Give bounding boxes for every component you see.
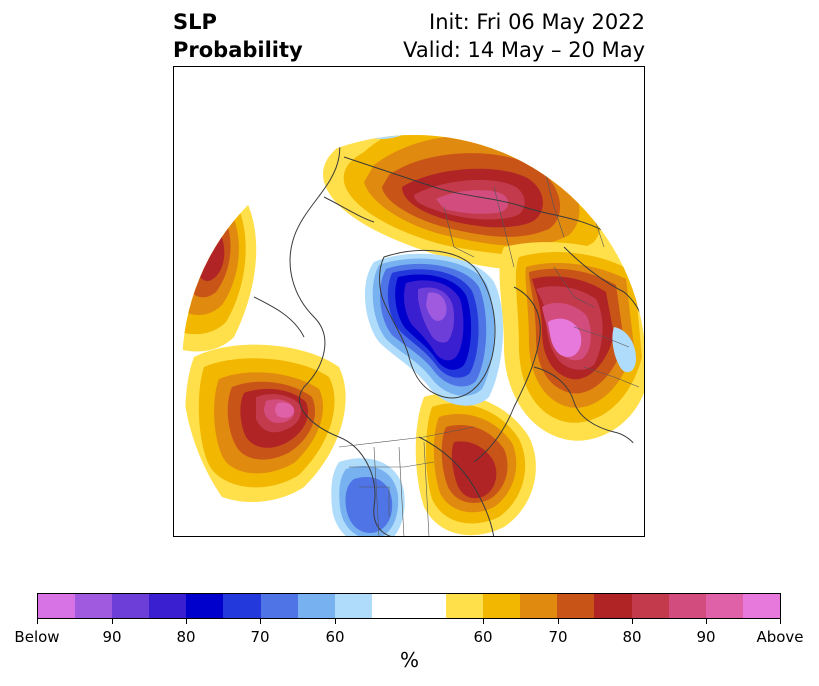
colorbar-swatch — [483, 594, 521, 618]
colorbar-swatch — [557, 594, 595, 618]
above-normal-north-atlantic — [499, 242, 644, 441]
chart-title: SLP Probability — [173, 8, 303, 64]
colorbar-tick-label: Below — [14, 628, 60, 646]
colorbar-tick-label: 70 — [250, 628, 270, 646]
below-normal-europe-east — [612, 327, 636, 373]
colorbar-tick — [186, 619, 187, 624]
colorbar-tick-label: 90 — [696, 628, 716, 646]
colorbar-swatch — [75, 594, 113, 618]
title-variable: SLP — [173, 10, 217, 34]
colorbar-ticks: Below 90 80 70 60 60 70 80 90 Above — [0, 619, 819, 649]
colorbar-tick-label: 70 — [548, 628, 568, 646]
colorbar-tick — [483, 619, 484, 624]
colorbar-swatch — [520, 594, 558, 618]
colorbar-swatch — [371, 594, 409, 618]
colorbar-tick — [706, 619, 707, 624]
init-date: Init: Fri 06 May 2022 — [429, 10, 645, 34]
chart-dates: Init: Fri 06 May 2022 Valid: 14 May – 20… — [403, 8, 645, 64]
colorbar-swatch — [112, 594, 150, 618]
colorbar-swatch — [186, 594, 224, 618]
colorbar-tick-label: 80 — [176, 628, 196, 646]
colorbar-tick-label: Above — [756, 628, 804, 646]
colorbar-tick — [260, 619, 261, 624]
colorbar-tick — [780, 619, 781, 624]
colorbar-tick-label: 90 — [102, 628, 122, 646]
colorbar-swatch — [594, 594, 632, 618]
above-normal-gulf-of-alaska — [185, 344, 346, 502]
colorbar-tick — [558, 619, 559, 624]
colorbar-swatch — [446, 594, 484, 618]
colorbar-tick-label: 60 — [473, 628, 493, 646]
colorbar-swatch — [149, 594, 187, 618]
colorbar-tick — [335, 619, 336, 624]
colorbar-unit: % — [399, 648, 419, 672]
colorbar-swatch — [223, 594, 261, 618]
colorbar-swatch — [742, 594, 780, 618]
colorbar-tick — [112, 619, 113, 624]
probability-map — [173, 66, 645, 537]
map-svg — [182, 135, 644, 536]
colorbar-swatch — [334, 594, 372, 618]
colorbar-swatch — [631, 594, 669, 618]
below-normal-greenland-arctic — [364, 253, 504, 406]
title-type: Probability — [173, 38, 303, 62]
colorbar-tick — [632, 619, 633, 624]
colorbar-swatch — [38, 594, 76, 618]
below-normal-north-pacific-coast — [579, 135, 598, 161]
below-normal-east-canada — [328, 135, 426, 139]
valid-range: Valid: 14 May – 20 May — [403, 38, 645, 62]
colorbar-swatch — [668, 594, 706, 618]
colorbar-tick-label: 80 — [622, 628, 642, 646]
colorbar-swatch — [260, 594, 298, 618]
colorbar — [37, 593, 781, 619]
colorbar-tick-label: 60 — [325, 628, 345, 646]
colorbar-tick — [37, 619, 38, 624]
below-normal-western-us — [331, 458, 405, 536]
colorbar-swatch — [297, 594, 335, 618]
colorbar-swatch — [705, 594, 743, 618]
colorbar-swatch — [408, 594, 447, 618]
